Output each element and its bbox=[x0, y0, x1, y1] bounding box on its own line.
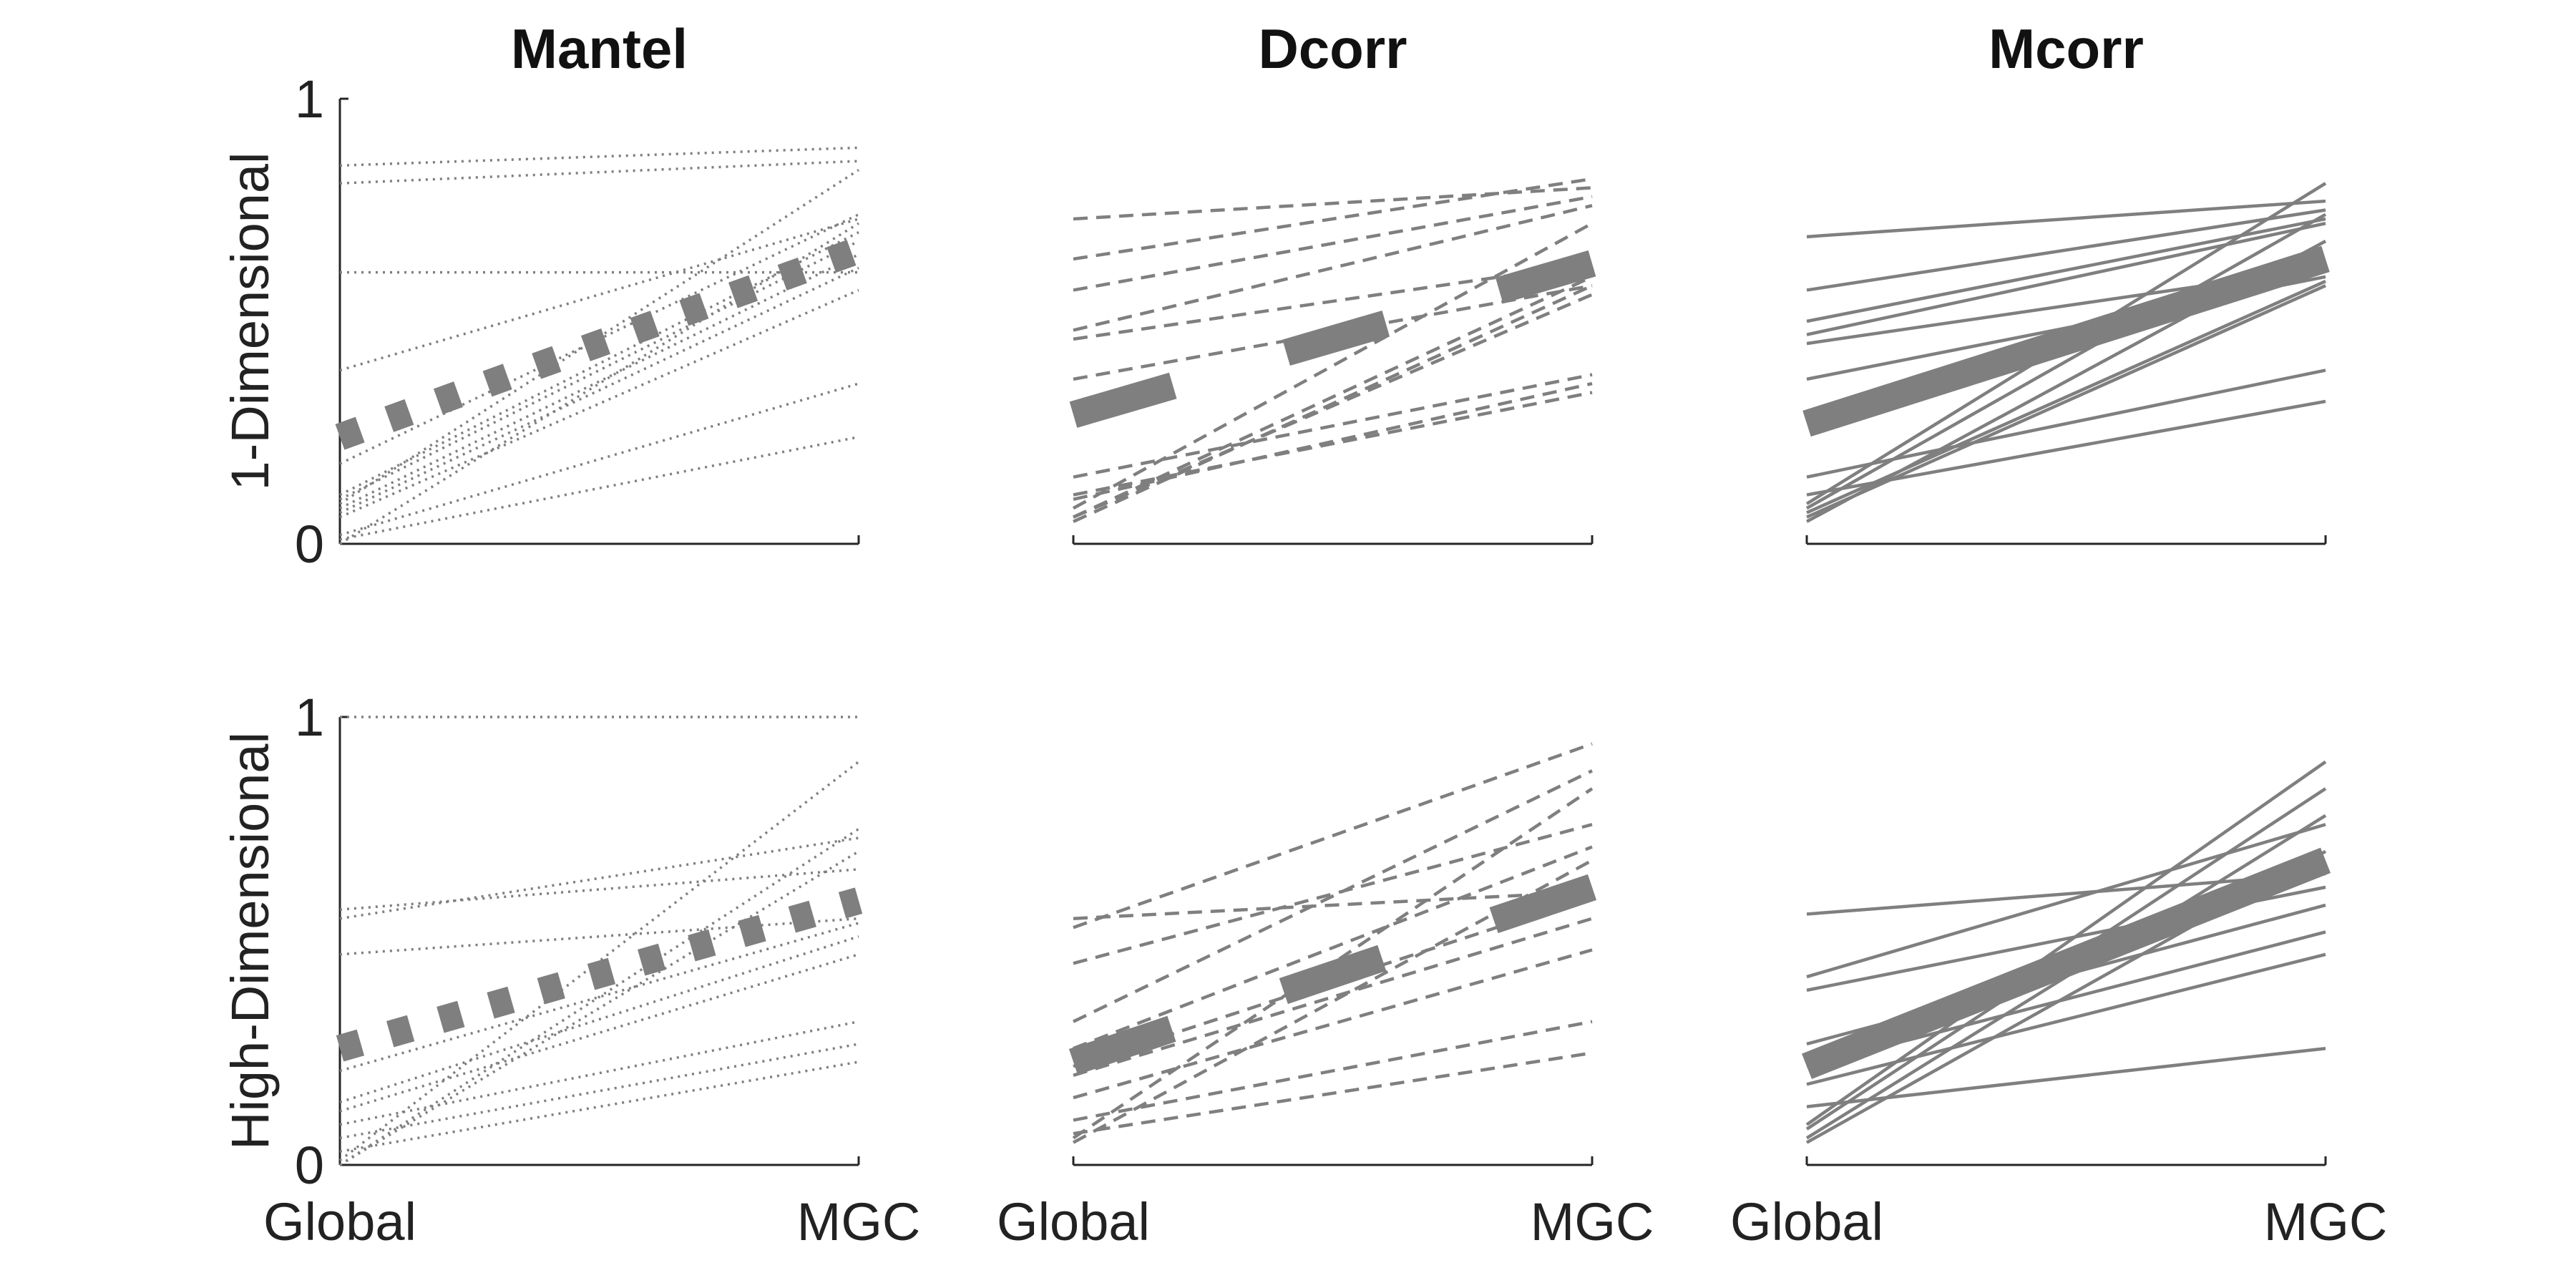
series-line bbox=[1806, 823, 2326, 979]
mean-line bbox=[336, 887, 863, 1062]
series-line bbox=[338, 761, 860, 1162]
y-tick-label: 1 bbox=[295, 688, 324, 747]
series-line bbox=[1073, 845, 1593, 1050]
x-tick-label: Global bbox=[1730, 1192, 1883, 1252]
series-line bbox=[1073, 391, 1593, 497]
panel-mantel: 0 1 Mantel 1-Dimensional bbox=[220, 17, 864, 574]
y-tick-label: 0 bbox=[295, 1136, 324, 1195]
series-line bbox=[339, 288, 859, 519]
series-line bbox=[1073, 284, 1593, 523]
panel-row1-col0: 0 1 High-Dimensional Global MGC bbox=[220, 688, 920, 1252]
series-line bbox=[1805, 213, 2327, 510]
mean-line bbox=[1801, 847, 2331, 1079]
y-tick-label: 0 bbox=[295, 514, 324, 574]
series-line bbox=[339, 953, 859, 1113]
series-line bbox=[339, 935, 859, 1104]
series-line bbox=[1806, 279, 2326, 514]
series-line bbox=[339, 146, 859, 167]
series-line bbox=[1073, 177, 1593, 261]
x-tick-label: MGC bbox=[1531, 1192, 1654, 1252]
x-tick-label: MGC bbox=[2264, 1192, 2388, 1252]
panel-dcorr: Dcorr bbox=[1069, 17, 1596, 545]
series-line bbox=[1073, 1051, 1593, 1136]
mean-line bbox=[1802, 245, 2330, 437]
series-line bbox=[1072, 222, 1594, 510]
series-line bbox=[339, 917, 859, 956]
series-line bbox=[339, 240, 859, 501]
series-line bbox=[1073, 275, 1593, 519]
series-line bbox=[1805, 760, 2327, 1126]
series-line bbox=[339, 1060, 859, 1153]
row-label: High-Dimensional bbox=[220, 732, 280, 1150]
row-label: 1-Dimensional bbox=[220, 152, 280, 491]
series-line bbox=[1073, 1020, 1593, 1122]
series-line bbox=[339, 266, 859, 514]
series-line bbox=[339, 828, 859, 1166]
panel-row1-col2: Global MGC bbox=[1730, 760, 2388, 1252]
y-tick-label: 1 bbox=[295, 69, 324, 129]
series-line bbox=[1073, 204, 1593, 332]
series-line bbox=[1073, 381, 1593, 501]
series-line bbox=[1073, 769, 1593, 1023]
series-line bbox=[1073, 889, 1593, 920]
series-line bbox=[339, 253, 859, 509]
series-line bbox=[1073, 186, 1593, 221]
mean-line bbox=[1069, 250, 1596, 428]
series-line bbox=[339, 868, 859, 911]
series-line bbox=[1806, 284, 2326, 519]
series-line bbox=[1806, 1047, 2326, 1108]
series-line bbox=[1073, 373, 1593, 479]
series-line bbox=[339, 836, 859, 920]
series-line bbox=[1073, 195, 1593, 292]
series-line bbox=[339, 1020, 859, 1126]
x-tick-label: Global bbox=[997, 1192, 1150, 1252]
series-line bbox=[339, 160, 859, 185]
panel-row1-col1: Global MGC bbox=[997, 742, 1654, 1252]
panel-title: Mcorr bbox=[1989, 17, 2144, 80]
series-line bbox=[1806, 208, 2326, 292]
x-tick-label: Global bbox=[263, 1192, 416, 1252]
series-line bbox=[1073, 742, 1593, 930]
mean-line bbox=[335, 237, 864, 450]
series-line bbox=[1073, 293, 1593, 519]
panel-mcorr: Mcorr bbox=[1802, 17, 2330, 545]
series-line bbox=[339, 1043, 859, 1140]
series-line bbox=[339, 222, 859, 545]
panel-title: Dcorr bbox=[1258, 17, 1407, 80]
mean-line bbox=[1068, 874, 1597, 1075]
series-line bbox=[339, 850, 859, 1166]
panel-title: Mantel bbox=[511, 17, 688, 80]
series-line bbox=[1806, 199, 2326, 239]
series-line bbox=[1806, 221, 2326, 336]
x-tick-label: MGC bbox=[797, 1192, 921, 1252]
series-line bbox=[1072, 787, 1594, 1140]
series-line bbox=[1073, 823, 1593, 965]
